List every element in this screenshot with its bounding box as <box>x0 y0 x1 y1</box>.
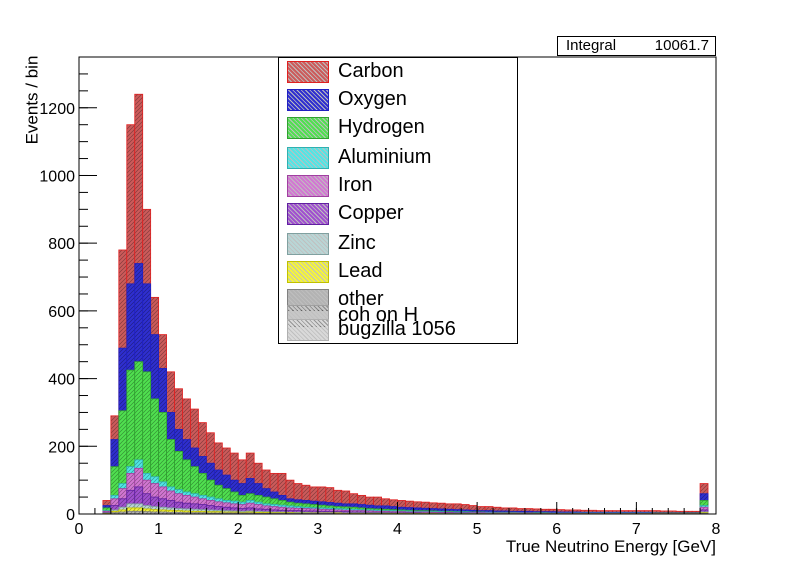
legend: Carbon Oxygen Hydrogen Aluminium Iron Copper Z… <box>278 57 518 344</box>
x-tick-label: 5 <box>473 521 482 538</box>
stats-integral-label: Integral <box>566 37 617 54</box>
y-tick-label: 600 <box>48 304 75 321</box>
x-tick-label: 8 <box>712 521 721 538</box>
legend-label: Carbon <box>338 60 404 82</box>
legend-swatch <box>287 319 329 341</box>
x-tick-label: 7 <box>632 521 641 538</box>
y-tick-label: 800 <box>48 236 75 253</box>
legend-label: Zinc <box>338 232 376 254</box>
x-tick-label: 3 <box>313 521 322 538</box>
y-tick-label: 1000 <box>39 168 75 185</box>
legend-label: other <box>338 288 384 310</box>
x-axis-title: True Neutrino Energy [GeV] <box>505 537 716 556</box>
legend-swatch <box>287 117 329 139</box>
x-tick-label: 2 <box>234 521 243 538</box>
y-tick-label: 1200 <box>39 101 75 118</box>
legend-swatch <box>287 233 329 255</box>
x-tick-label: 0 <box>75 521 84 538</box>
y-tick-label: 200 <box>48 439 75 456</box>
legend-label: coh on H <box>338 304 419 326</box>
stats-box: Integral 10061.7 <box>557 36 716 56</box>
legend-label: Copper <box>338 202 404 224</box>
legend-swatch <box>287 61 329 83</box>
y-axis-title: Events / bin <box>22 55 42 145</box>
legend-swatch <box>287 89 329 111</box>
legend-label: Hydrogen <box>338 116 425 138</box>
legend-swatch <box>287 203 329 225</box>
legend-swatch <box>287 175 329 197</box>
legend-swatch <box>287 147 329 169</box>
y-tick-label: 400 <box>48 372 75 389</box>
x-tick-label: 4 <box>393 521 402 538</box>
x-tick-label: 6 <box>552 521 561 538</box>
legend-label: Iron <box>338 174 373 196</box>
stats-integral-value: 10061.7 <box>654 37 709 54</box>
legend-label: bugzilla 1056 <box>338 318 456 340</box>
legend-label: Aluminium <box>338 146 432 168</box>
legend-swatch <box>287 261 329 283</box>
x-tick-label: 1 <box>154 521 163 538</box>
y-tick-label: 0 <box>66 507 75 524</box>
legend-label: Oxygen <box>338 88 407 110</box>
legend-label: Lead <box>338 260 383 282</box>
